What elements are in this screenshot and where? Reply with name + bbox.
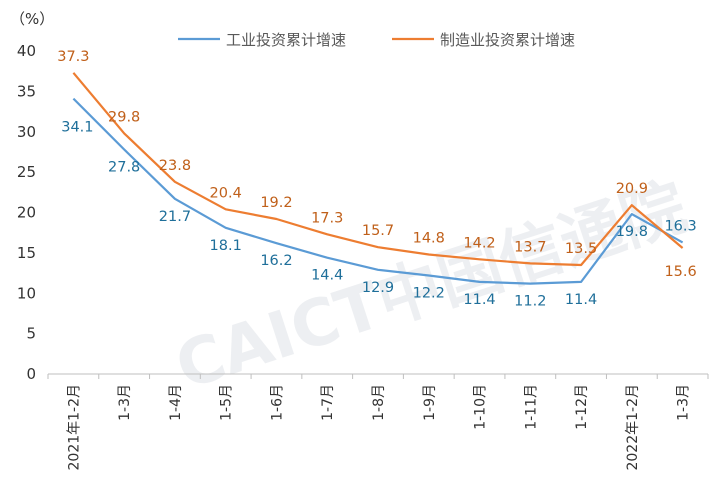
data-label-manufacturing: 29.8 [108, 109, 140, 125]
data-label-industrial: 34.1 [61, 120, 93, 136]
y-tick-label: 5 [26, 325, 36, 343]
data-label-industrial: 19.8 [616, 224, 648, 240]
x-tick-label: 1-6月 [269, 384, 285, 421]
data-label-industrial: 11.4 [463, 292, 495, 308]
series-line-industrial [72, 97, 684, 285]
data-label-manufacturing: 20.4 [210, 185, 242, 201]
x-tick-label: 1-8月 [371, 384, 387, 421]
data-label-industrial: 14.4 [311, 268, 343, 284]
y-tick-label: 35 [17, 82, 36, 100]
series-lines [72, 72, 684, 285]
data-label-manufacturing: 37.3 [57, 49, 89, 65]
data-label-manufacturing: 15.6 [664, 264, 696, 280]
data-label-industrial: 11.2 [514, 294, 546, 310]
data-label-manufacturing: 20.9 [616, 181, 648, 197]
data-label-manufacturing: 15.7 [362, 223, 394, 239]
data-label-manufacturing: 17.3 [311, 210, 343, 226]
y-tick-label: 30 [17, 123, 36, 141]
x-tick-label: 1-10月 [473, 384, 489, 430]
x-tick-label: 1-12月 [574, 384, 590, 430]
data-label-industrial: 21.7 [159, 209, 191, 225]
x-tick-label: 2021年1-2月 [66, 384, 82, 471]
data-label-industrial: 16.3 [664, 218, 696, 234]
data-label-manufacturing: 13.7 [514, 239, 546, 255]
y-axis-unit: （%） [10, 10, 54, 28]
x-tick-label: 2022年1-2月 [625, 384, 641, 471]
data-label-industrial: 16.2 [260, 253, 292, 269]
series-line-manufacturing [72, 72, 684, 267]
y-tick-label: 15 [17, 244, 36, 262]
data-label-manufacturing: 13.5 [565, 241, 597, 257]
data-label-industrial: 11.4 [565, 292, 597, 308]
y-axis: 0 5 10 15 20 25 30 35 40 [17, 42, 36, 383]
x-tick-label: 1-4月 [168, 384, 184, 421]
y-tick-label: 40 [17, 42, 36, 60]
y-tick-label: 20 [17, 204, 36, 222]
x-axis: 2021年1-2月 1-3月 1-4月 1-5月 1-6月 1-7月 1-8月 1-9月 1-1… [47, 373, 709, 471]
data-labels: 34.1 27.8 21.7 18.1 16.2 14.4 12.9 12.2 11.4 11.2… [57, 49, 697, 310]
x-tick-label: 1-11月 [523, 384, 539, 430]
x-tick-label: 1-3月 [676, 384, 692, 421]
data-label-industrial: 18.1 [210, 238, 242, 254]
y-tick-label: 0 [26, 365, 36, 383]
legend: 工业投资累计增速 制造业投资累计增速 [178, 31, 575, 49]
data-label-industrial: 12.9 [362, 280, 394, 296]
x-tick-label: 1-7月 [320, 384, 336, 421]
data-label-manufacturing: 19.2 [260, 195, 292, 211]
y-tick-label: 10 [17, 284, 36, 302]
data-label-industrial: 12.2 [413, 285, 445, 301]
y-tick-label: 25 [17, 163, 36, 181]
data-label-manufacturing: 14.8 [413, 230, 445, 246]
data-label-industrial: 27.8 [108, 160, 140, 176]
x-tick-label: 1-5月 [219, 384, 235, 421]
data-label-manufacturing: 14.2 [463, 235, 495, 251]
x-tick-label: 1-3月 [117, 384, 133, 421]
legend-label: 工业投资累计增速 [226, 31, 346, 49]
legend-label: 制造业投资累计增速 [440, 31, 575, 49]
data-label-manufacturing: 23.8 [159, 158, 191, 174]
x-tick-label: 1-9月 [422, 384, 438, 421]
